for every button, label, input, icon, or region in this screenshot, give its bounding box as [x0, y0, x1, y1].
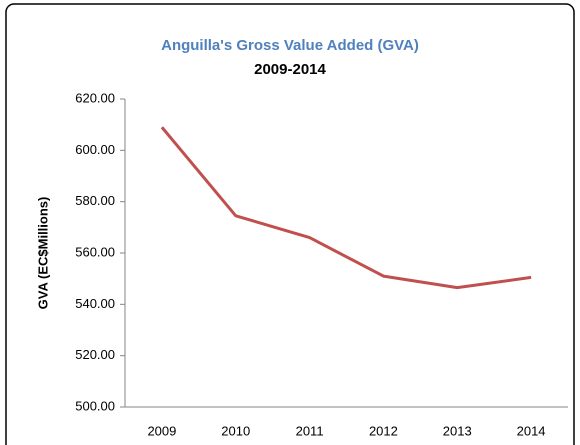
y-tick-label: 560.00	[75, 244, 115, 259]
y-tick-label: 580.00	[75, 193, 115, 208]
x-tick-label: 2013	[443, 423, 472, 438]
y-tick-label: 500.00	[75, 398, 115, 413]
chart-frame	[5, 3, 575, 445]
chart-subtitle: 2009-2014	[254, 61, 326, 78]
y-tick-label: 520.00	[75, 347, 115, 362]
y-tick-label: 600.00	[75, 142, 115, 157]
y-tick-label: 620.00	[75, 90, 115, 105]
chart-title: Anguilla's Gross Value Added (GVA)	[161, 37, 419, 54]
y-axis-label: GVA (EC$Millions)	[35, 197, 50, 310]
x-tick-label: 2014	[517, 423, 546, 438]
y-tick-label: 540.00	[75, 296, 115, 311]
x-tick-label: 2009	[147, 423, 176, 438]
x-tick-label: 2011	[296, 423, 324, 438]
x-tick-label: 2010	[221, 423, 250, 438]
x-tick-label: 2012	[369, 423, 398, 438]
line-series	[160, 126, 532, 290]
